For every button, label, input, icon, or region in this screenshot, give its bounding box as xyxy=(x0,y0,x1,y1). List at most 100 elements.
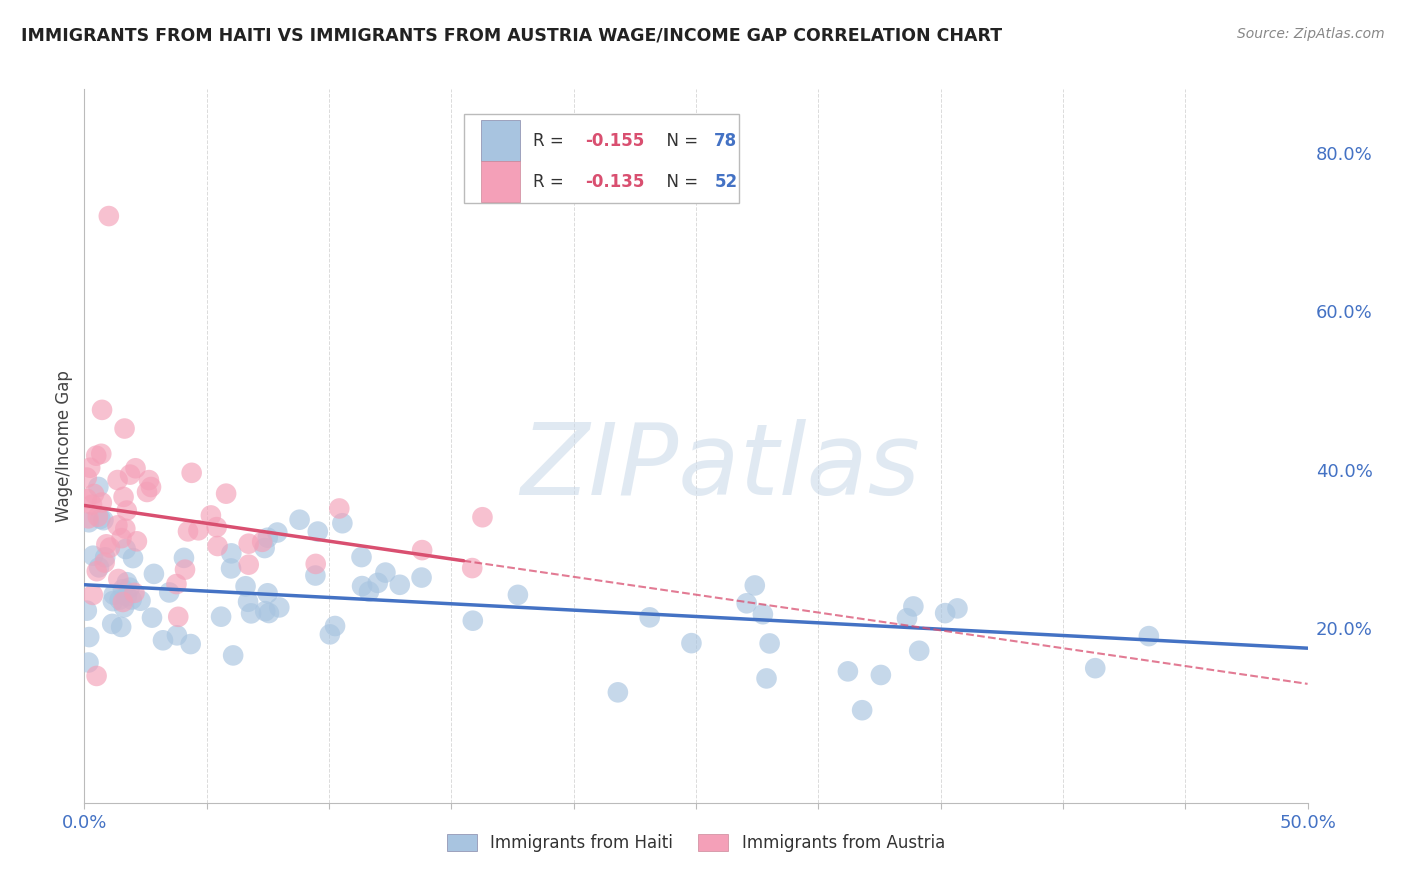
Point xyxy=(166,577,188,591)
Point xyxy=(357,584,380,599)
Point xyxy=(166,628,188,642)
Point xyxy=(77,516,100,530)
Y-axis label: Wage/Income Gap: Wage/Income Gap xyxy=(55,370,73,522)
Point xyxy=(91,402,114,417)
Text: IMMIGRANTS FROM HAITI VS IMMIGRANTS FROM AUSTRIA WAGE/INCOME GAP CORRELATION CHA: IMMIGRANTS FROM HAITI VS IMMIGRANTS FROM… xyxy=(21,27,1002,45)
Point xyxy=(96,537,118,551)
Point xyxy=(118,467,141,482)
Point xyxy=(107,473,129,487)
Point xyxy=(110,620,132,634)
Point xyxy=(461,614,484,628)
Point xyxy=(83,487,105,501)
Point xyxy=(93,513,115,527)
Point xyxy=(851,703,873,717)
Point xyxy=(903,599,925,614)
Point xyxy=(180,466,202,480)
Point xyxy=(946,601,969,615)
Point xyxy=(461,561,484,575)
Point xyxy=(256,531,278,545)
Text: 52: 52 xyxy=(714,173,737,191)
Point xyxy=(236,595,259,609)
Point xyxy=(367,575,389,590)
Point xyxy=(136,485,159,500)
Point xyxy=(114,541,136,556)
Point xyxy=(200,508,222,523)
Point xyxy=(77,511,100,525)
Point xyxy=(107,572,129,586)
Point xyxy=(98,541,121,555)
Point xyxy=(606,685,628,699)
Point xyxy=(352,579,374,593)
Text: R =: R = xyxy=(533,173,569,191)
Point xyxy=(253,541,276,555)
Point xyxy=(87,560,110,574)
Point xyxy=(222,648,245,663)
FancyBboxPatch shape xyxy=(481,120,520,161)
Point xyxy=(141,610,163,624)
Point xyxy=(870,668,893,682)
Point xyxy=(305,557,328,571)
Point xyxy=(157,585,180,599)
Point xyxy=(205,520,228,534)
Point xyxy=(115,575,138,590)
Point xyxy=(238,558,260,572)
Point xyxy=(269,600,291,615)
Point xyxy=(101,594,124,608)
Point xyxy=(235,579,257,593)
Point xyxy=(129,593,152,607)
Point xyxy=(374,566,396,580)
Point xyxy=(506,588,529,602)
Point xyxy=(752,607,775,622)
Point xyxy=(80,498,103,512)
Point xyxy=(139,480,162,494)
Point xyxy=(76,470,98,484)
Point xyxy=(207,539,229,553)
Point xyxy=(97,209,120,223)
Point xyxy=(110,531,132,545)
Point xyxy=(908,644,931,658)
Point xyxy=(114,522,136,536)
Point xyxy=(142,566,165,581)
Point xyxy=(638,610,661,624)
Point xyxy=(411,570,433,584)
Text: Source: ZipAtlas.com: Source: ZipAtlas.com xyxy=(1237,27,1385,41)
Point xyxy=(79,460,101,475)
Text: ZIPatlas: ZIPatlas xyxy=(520,419,921,516)
Point xyxy=(221,546,243,560)
FancyBboxPatch shape xyxy=(464,114,738,203)
Point xyxy=(681,636,703,650)
Point xyxy=(112,490,135,504)
Point xyxy=(86,669,108,683)
Point xyxy=(307,524,329,539)
Point xyxy=(332,516,354,531)
Point xyxy=(90,447,112,461)
Point xyxy=(837,665,859,679)
Point xyxy=(744,578,766,592)
Point xyxy=(257,606,280,620)
Point xyxy=(250,534,273,549)
Point xyxy=(101,616,124,631)
Point xyxy=(256,586,278,600)
Point xyxy=(77,630,100,644)
Point xyxy=(125,534,148,549)
Point xyxy=(152,633,174,648)
Point xyxy=(94,550,117,565)
Point xyxy=(173,550,195,565)
Point xyxy=(76,491,98,506)
Point xyxy=(87,509,110,524)
Point xyxy=(1084,661,1107,675)
Point xyxy=(115,503,138,517)
Point xyxy=(215,486,238,500)
Point xyxy=(411,543,433,558)
Point xyxy=(112,600,135,615)
Point xyxy=(138,473,160,487)
Point xyxy=(254,604,277,618)
Point xyxy=(219,561,242,575)
Point xyxy=(77,656,100,670)
Point xyxy=(187,524,209,538)
Point xyxy=(107,518,129,533)
Point xyxy=(103,588,125,602)
Text: 78: 78 xyxy=(714,132,737,150)
Point xyxy=(108,592,131,607)
Point xyxy=(76,604,98,618)
